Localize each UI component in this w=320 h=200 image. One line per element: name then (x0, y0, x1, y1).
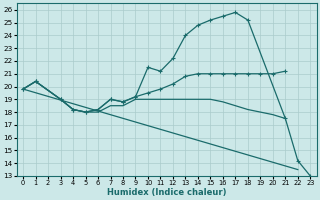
X-axis label: Humidex (Indice chaleur): Humidex (Indice chaleur) (107, 188, 227, 197)
